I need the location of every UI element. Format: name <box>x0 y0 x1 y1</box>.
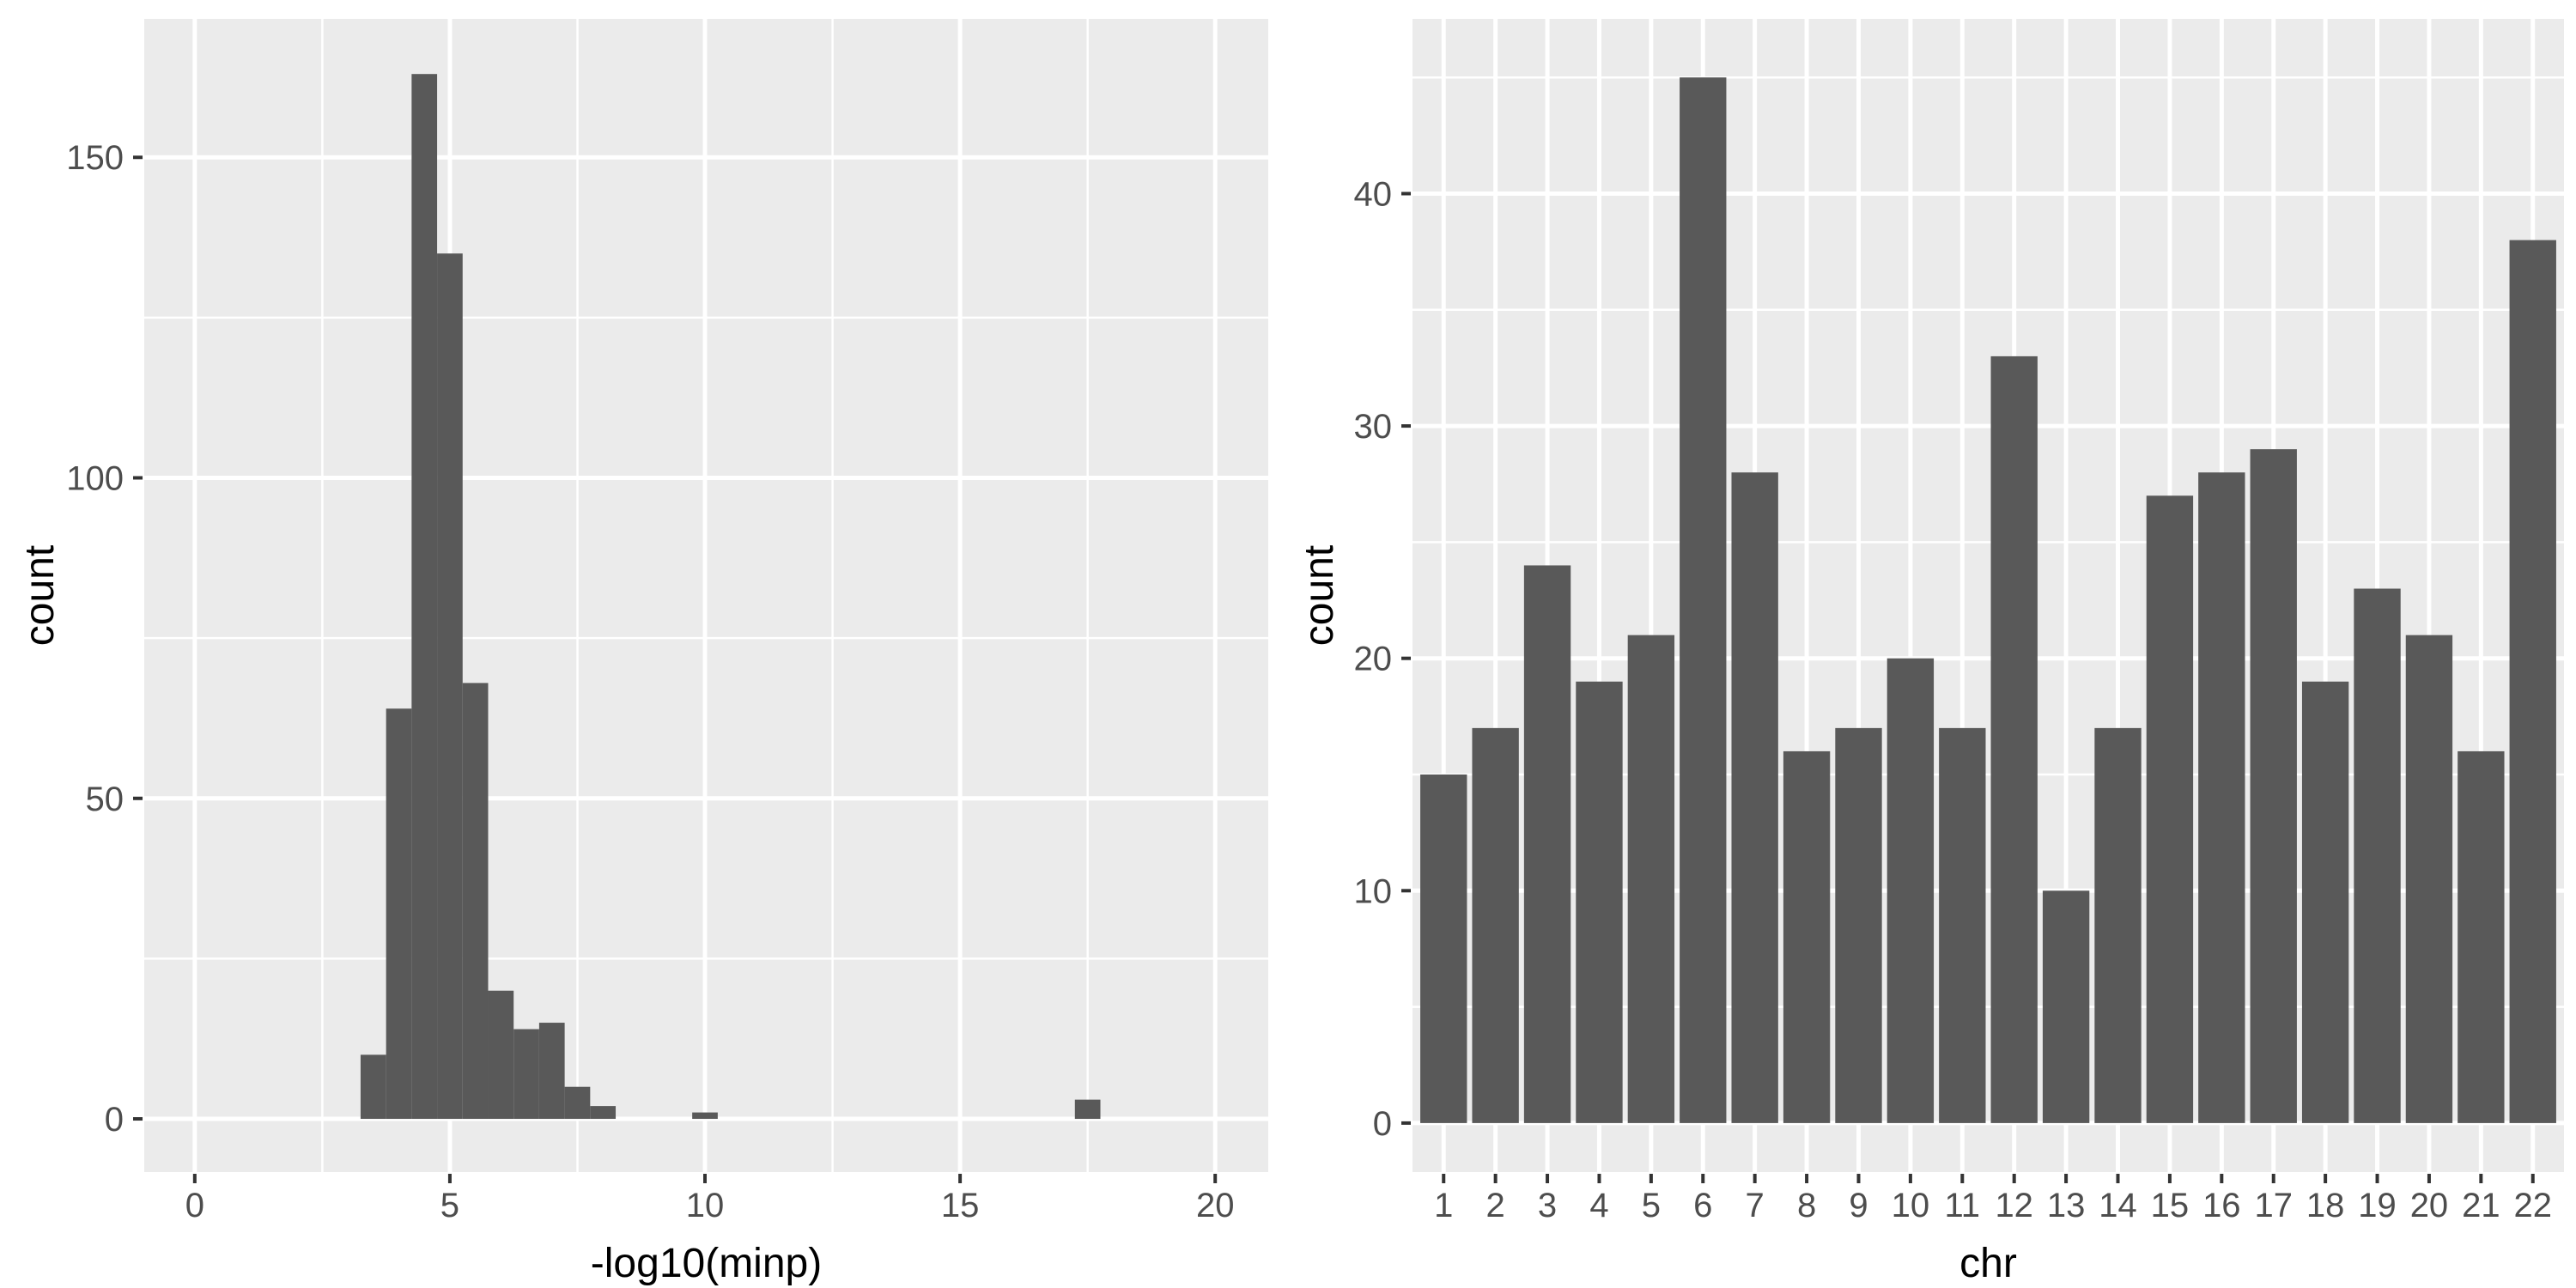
x-tick-label: 4 <box>1589 1187 1608 1224</box>
y-axis-title: count <box>17 545 63 646</box>
x-tick-label: 18 <box>2306 1187 2345 1224</box>
histogram-bar <box>564 1086 591 1120</box>
x-axis-title: -log10(minp) <box>591 1241 822 1286</box>
bar-chr-21 <box>2458 750 2505 1123</box>
bar-chr-19 <box>2354 588 2401 1123</box>
bar-chr-17 <box>2250 449 2297 1123</box>
x-tick-label: 21 <box>2462 1187 2500 1224</box>
histogram-bar <box>462 683 489 1120</box>
x-tick-label: 17 <box>2254 1187 2293 1224</box>
x-tick-label: 11 <box>1945 1187 1981 1224</box>
histogram-bar <box>692 1112 718 1120</box>
bar-chr-2 <box>1472 727 1519 1123</box>
axis-ticks <box>1401 191 2535 1183</box>
minp-histogram: 0 50 100 150 0 5 10 15 20 -log10(minp) count <box>17 19 1268 1286</box>
bar-chr-5 <box>1627 635 1675 1123</box>
y-tick-label: 50 <box>86 781 125 818</box>
x-tick-label: 0 <box>185 1187 204 1224</box>
x-tick-label: 22 <box>2514 1187 2553 1224</box>
x-tick-label: 20 <box>2410 1187 2449 1224</box>
bar-chr-15 <box>2146 495 2194 1123</box>
bar-chr-11 <box>1939 727 1986 1123</box>
x-tick-label: 14 <box>2099 1187 2137 1224</box>
y-axis-title: count <box>1297 545 1342 646</box>
x-tick-label: 15 <box>941 1187 980 1224</box>
bar-chr-13 <box>2042 890 2090 1123</box>
bar-chr-1 <box>1420 774 1467 1123</box>
x-tick-label: 10 <box>686 1187 725 1224</box>
histogram-bar <box>513 1029 539 1120</box>
x-tick-label: 1 <box>1434 1187 1453 1224</box>
bar-chr-16 <box>2198 472 2245 1123</box>
histogram-bar <box>538 1023 565 1120</box>
y-tick-label: 100 <box>66 460 124 498</box>
bar-chr-3 <box>1523 565 1571 1123</box>
bar-chr-10 <box>1886 658 1935 1123</box>
bar-chr-9 <box>1835 727 1882 1123</box>
histogram-bar <box>1074 1099 1101 1120</box>
histogram-bar <box>360 1054 386 1120</box>
y-tick-label: 40 <box>1354 175 1393 213</box>
histogram-bar <box>590 1106 617 1120</box>
bar-chr-7 <box>1731 472 1778 1123</box>
x-tick-label: 10 <box>1892 1187 1930 1224</box>
histogram-bar <box>386 708 412 1120</box>
y-tick-label: 0 <box>105 1101 124 1139</box>
tick-labels: 0 50 100 150 0 5 10 15 20 <box>66 139 1234 1224</box>
x-tick-label: 3 <box>1538 1187 1557 1224</box>
x-tick-label: 19 <box>2358 1187 2397 1224</box>
histogram-bar <box>437 253 463 1120</box>
x-tick-label: 7 <box>1746 1187 1765 1224</box>
x-tick-label: 6 <box>1693 1187 1712 1224</box>
axis-ticks <box>133 155 1218 1183</box>
bar-chr-12 <box>1990 355 2038 1123</box>
y-tick-label: 150 <box>66 139 124 177</box>
y-tick-label: 30 <box>1354 408 1393 446</box>
bar-chr-22 <box>2509 240 2556 1123</box>
x-tick-label: 16 <box>2202 1187 2241 1224</box>
x-tick-label: 2 <box>1486 1187 1505 1224</box>
bar-chr-6 <box>1680 77 1727 1123</box>
bar-chr-14 <box>2094 727 2142 1123</box>
y-tick-label: 0 <box>1373 1105 1392 1143</box>
bar-chr-8 <box>1783 750 1831 1123</box>
x-tick-label: 8 <box>1797 1187 1816 1224</box>
x-tick-label: 9 <box>1849 1187 1868 1224</box>
histogram-bar <box>488 990 514 1120</box>
bar-chr-20 <box>2405 635 2453 1123</box>
x-axis-title: chr <box>1959 1241 2017 1286</box>
y-tick-label: 20 <box>1354 641 1393 678</box>
x-tick-label: 5 <box>440 1187 459 1224</box>
x-tick-label: 5 <box>1642 1187 1661 1224</box>
bars <box>1420 77 2556 1123</box>
major-gridlines <box>144 19 1268 1172</box>
y-tick-label: 10 <box>1354 872 1393 910</box>
bar-chr-18 <box>2301 681 2349 1123</box>
bar-chr-4 <box>1576 681 1623 1123</box>
x-tick-label: 15 <box>2151 1187 2190 1224</box>
x-tick-label: 13 <box>2047 1187 2086 1224</box>
x-tick-label: 12 <box>1995 1187 2033 1224</box>
bars <box>360 74 1101 1120</box>
x-tick-label: 20 <box>1196 1187 1235 1224</box>
histogram-bar <box>411 74 438 1120</box>
